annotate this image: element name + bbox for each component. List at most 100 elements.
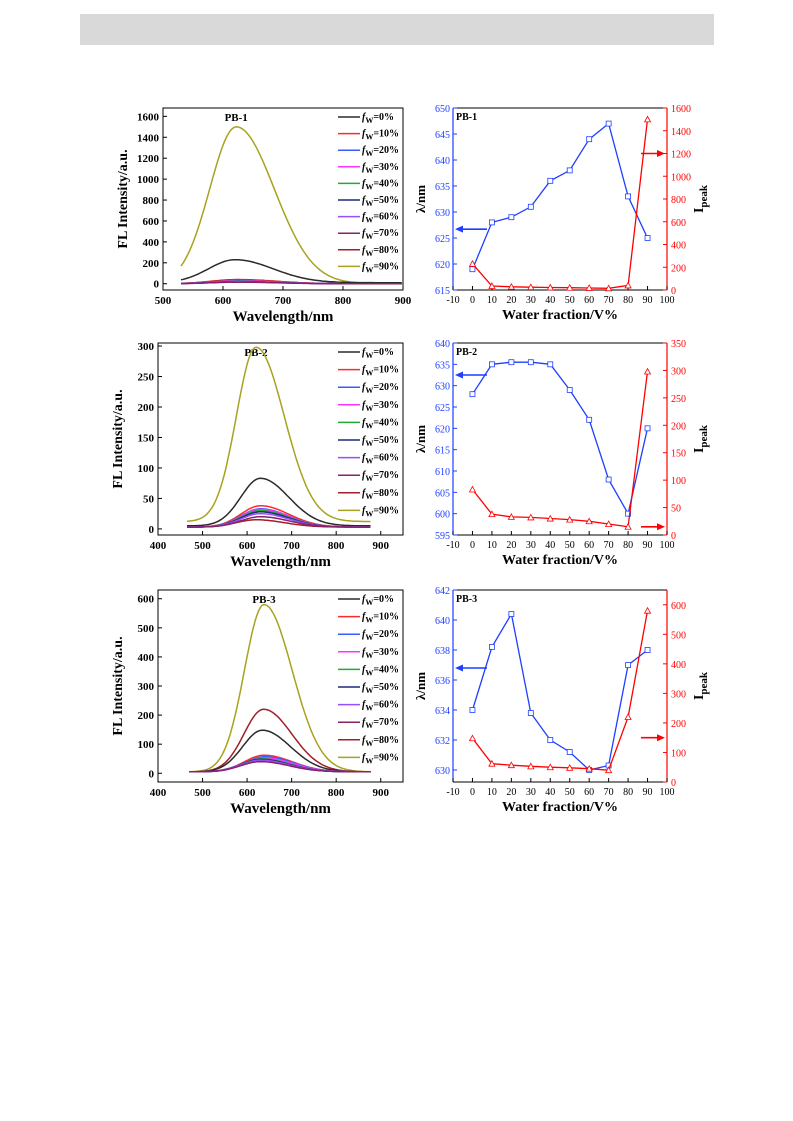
x-tick-label: 10 (487, 295, 497, 306)
x-tick-label: 90 (643, 787, 653, 798)
x-tick-label: 10 (487, 540, 497, 551)
y-tick-label: 250 (138, 372, 155, 384)
y-right-tick-label: 50 (671, 504, 681, 515)
x-axis-label: Water fraction/V% (502, 308, 618, 323)
intensity-marker (527, 513, 535, 521)
intensity-marker (468, 260, 477, 267)
y-axis-label: FL Intensity/a.u. (111, 636, 126, 735)
intensity-marker (566, 515, 574, 523)
series-curve (189, 729, 371, 773)
x-tick-label: 70 (604, 540, 614, 551)
y-tick-label: 100 (138, 463, 155, 475)
y-right-axis-label: Ipeak (692, 671, 710, 700)
y-tick-label: 800 (143, 195, 160, 207)
y-left-tick-label: 635 (435, 182, 450, 193)
x-tick-label: 60 (584, 787, 594, 798)
legend-label: fW=80% (362, 488, 399, 501)
y-right-tick-label: 0 (671, 531, 676, 542)
x-tick-label: 50 (565, 295, 575, 306)
wavelength-line (471, 122, 649, 270)
y-left-tick-label: 640 (435, 156, 450, 167)
x-tick-label: 70 (604, 295, 614, 306)
y-right-tick-label: 400 (671, 660, 686, 671)
intensity-marker (624, 522, 632, 530)
legend-label: fW=10% (362, 129, 399, 142)
wavelength-marker (508, 611, 515, 617)
y-tick-label: 100 (138, 739, 155, 751)
legend-label: fW=90% (362, 261, 399, 274)
x-tick-label: 900 (372, 787, 389, 799)
y-left-tick-label: 634 (435, 706, 450, 717)
x-tick-label: 100 (660, 540, 675, 551)
x-tick-label: 40 (545, 787, 555, 798)
y-tick-label: 1000 (137, 174, 160, 186)
y-right-tick-label: 600 (671, 218, 686, 229)
y-left-axis-label: λ/nm (413, 185, 428, 213)
x-tick-label: 30 (526, 787, 536, 798)
wavelength-marker (625, 510, 631, 517)
trend-panel: -10 0 10 20 30 40 50 60 70 80 90 100 595 600 605 610 615… (413, 339, 710, 568)
x-tick-label: 90 (643, 295, 653, 306)
y-left-tick-label: 632 (435, 736, 450, 747)
intensity-marker (507, 513, 516, 520)
y-right-tick-label: 300 (671, 689, 686, 700)
y-left-tick-label: 615 (435, 446, 450, 457)
legend-label: fW=0% (362, 594, 394, 607)
wavelength-marker (547, 361, 554, 368)
intensity-marker (566, 283, 574, 291)
x-tick-label: 80 (623, 787, 633, 798)
y-right-tick-label: 250 (671, 394, 686, 405)
x-tick-label: 800 (328, 540, 345, 552)
x-tick-label: 700 (283, 540, 300, 552)
y-left-tick-label: 630 (435, 382, 450, 393)
y-tick-label: 300 (138, 681, 155, 693)
x-tick-label: 20 (506, 540, 516, 551)
panel-title: PB-3 (456, 594, 477, 605)
wavelength-marker (625, 662, 631, 668)
y-left-tick-label: 630 (435, 208, 450, 219)
x-tick-label: 0 (470, 540, 475, 551)
y-right-tick-label: 800 (671, 195, 686, 206)
x-tick-label: 900 (395, 295, 412, 307)
x-tick-label: -10 (446, 295, 459, 306)
legend-label: fW=10% (362, 612, 399, 625)
y-axis-label: FL Intensity/a.u. (116, 149, 131, 248)
intensity-marker (546, 763, 554, 771)
wavelength-marker (527, 359, 534, 366)
intensity-marker (643, 115, 652, 123)
y-axis-label: FL Intensity/a.u. (111, 389, 126, 488)
wavelength-marker (489, 644, 495, 650)
x-tick-label: 500 (155, 295, 172, 307)
spectrum-panel: 0 50 100 150 200 250 300 400 500 600 700 800 900 Wave… (111, 341, 404, 570)
right-axis-arrowhead (657, 150, 665, 157)
y-right-axis-label: Ipeak (692, 184, 710, 213)
intensity-marker (604, 766, 613, 774)
legend-label: fW=70% (362, 228, 399, 241)
spectrum-panel: 0 200 400 600 800 1000 1200 1400 1600 500 600 700 80… (116, 107, 412, 325)
y-tick-label: 1600 (137, 111, 160, 123)
intensity-marker (566, 763, 574, 771)
y-left-tick-label: 610 (435, 467, 450, 478)
wavelength-marker (489, 361, 495, 368)
wavelength-line (471, 361, 649, 516)
y-right-axis-label: Ipeak (692, 424, 710, 453)
y-left-tick-label: 625 (435, 234, 450, 245)
y-right-tick-label: 1200 (671, 150, 691, 161)
y-left-axis-label: λ/nm (413, 672, 428, 700)
intensity-marker (546, 283, 554, 291)
x-axis-label: Wavelength/nm (233, 309, 334, 325)
x-tick-label: 40 (545, 295, 555, 306)
x-tick-label: 600 (239, 540, 256, 552)
x-tick-label: 700 (275, 295, 292, 307)
x-tick-label: 60 (584, 540, 594, 551)
x-tick-label: 30 (526, 540, 536, 551)
wavelength-line (471, 612, 648, 771)
legend-label: fW=90% (362, 752, 399, 765)
x-tick-label: 60 (584, 295, 594, 306)
x-tick-label: 800 (335, 295, 352, 307)
legend-label: fW=40% (362, 178, 399, 191)
y-right-tick-label: 500 (671, 630, 686, 641)
legend-label: fW=50% (362, 682, 399, 695)
trend-panel: -10 0 10 20 30 40 50 60 70 80 90 100 615 620 625 630 635… (413, 104, 710, 323)
